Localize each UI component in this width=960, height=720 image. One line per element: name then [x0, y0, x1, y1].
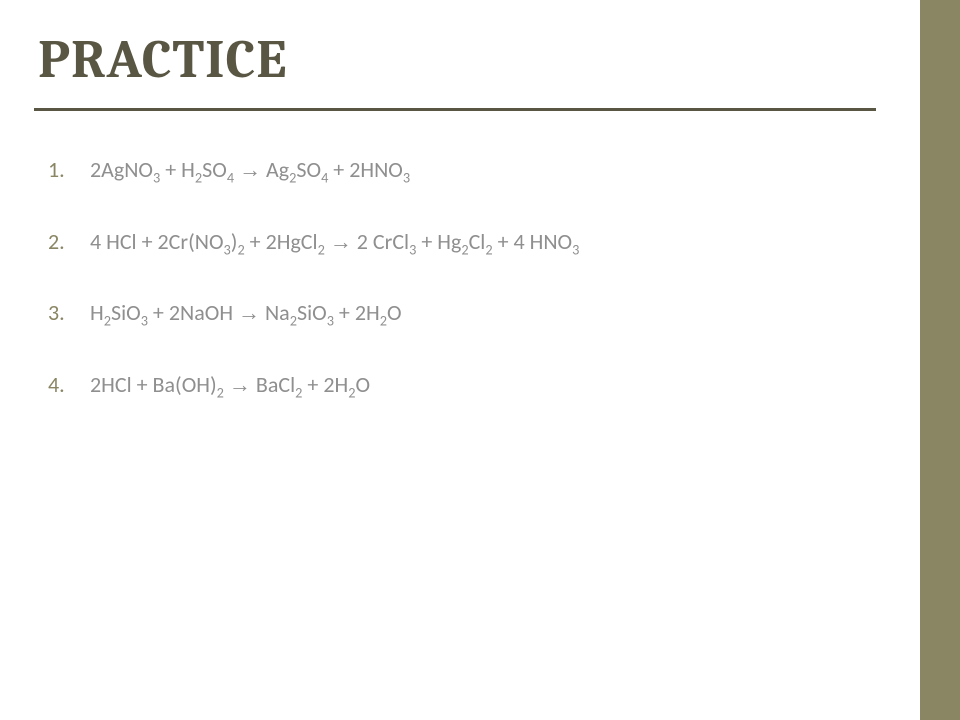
- title-underline: [34, 108, 876, 111]
- page-title: PRACTICE: [38, 28, 287, 91]
- equation-body: 4 HCl + 2Cr(NO3)2 + 2HgCl2 → 2 CrCl3 + H…: [90, 228, 579, 255]
- equation-item: 4 HCl + 2Cr(NO3)2 + 2HgCl2 → 2 CrCl3 + H…: [48, 227, 878, 257]
- equation-body: H2SiO3 + 2NaOH → Na2SiO3 + 2H2O: [90, 299, 402, 326]
- equation-item: 2HCl + Ba(OH)2 → BaCl2 + 2H2O: [48, 370, 878, 400]
- side-stripe: [920, 0, 960, 720]
- equation-body: 2HCl + Ba(OH)2 → BaCl2 + 2H2O: [90, 371, 370, 398]
- equation-list: 2AgNO3 + H2SO4 → Ag2SO4 + 2HNO3 4 HCl + 2…: [48, 155, 878, 400]
- slide: PRACTICE 2AgNO3 + H2SO4 → Ag2SO4 + 2HNO3…: [0, 0, 960, 720]
- equation-item: H2SiO3 + 2NaOH → Na2SiO3 + 2H2O: [48, 298, 878, 328]
- content-area: 2AgNO3 + H2SO4 → Ag2SO4 + 2HNO3 4 HCl + 2…: [48, 155, 878, 442]
- equation-item: 2AgNO3 + H2SO4 → Ag2SO4 + 2HNO3: [48, 155, 878, 185]
- equation-body: 2AgNO3 + H2SO4 → Ag2SO4 + 2HNO3: [90, 156, 410, 183]
